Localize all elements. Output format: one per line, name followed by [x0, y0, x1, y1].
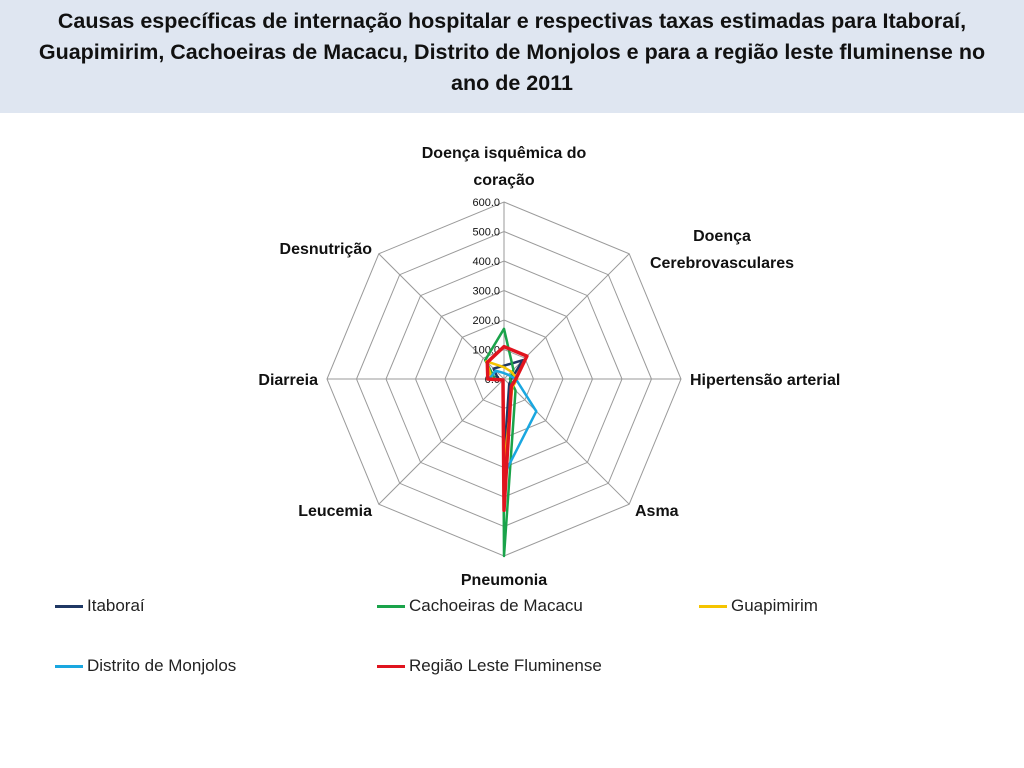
grid-spoke: [378, 378, 505, 505]
grid-spoke: [503, 378, 630, 505]
axis-label: Leucemia: [298, 503, 372, 520]
axis-label: Desnutrição: [280, 241, 373, 258]
axis-label: Hipertensão arterial: [690, 372, 840, 389]
tick-label: 300.0: [472, 286, 500, 298]
tick-label: 400.0: [472, 256, 500, 268]
radar-chart: 0.0100.0200.0300.0400.0500.0600.0Doença …: [258, 145, 840, 589]
tick-label: 200.0: [472, 315, 500, 327]
axis-label: Diarreia: [258, 372, 318, 389]
title-band: Causas específicas de internação hospita…: [0, 0, 1024, 113]
tick-label: 500.0: [472, 227, 500, 239]
tick-label: 600.0: [472, 197, 500, 209]
series-line-regiao-leste-fluminense: [485, 344, 529, 513]
axis-label: Pneumonia: [461, 572, 547, 589]
chart-title: Causas específicas de internação hospita…: [38, 9, 986, 95]
grid-spoke: [378, 253, 505, 380]
axis-label: Asma: [635, 503, 679, 520]
axis-label: Doença isquêmica do coração: [422, 145, 587, 189]
axis-label: Doença Cerebrovasculares: [650, 228, 794, 272]
